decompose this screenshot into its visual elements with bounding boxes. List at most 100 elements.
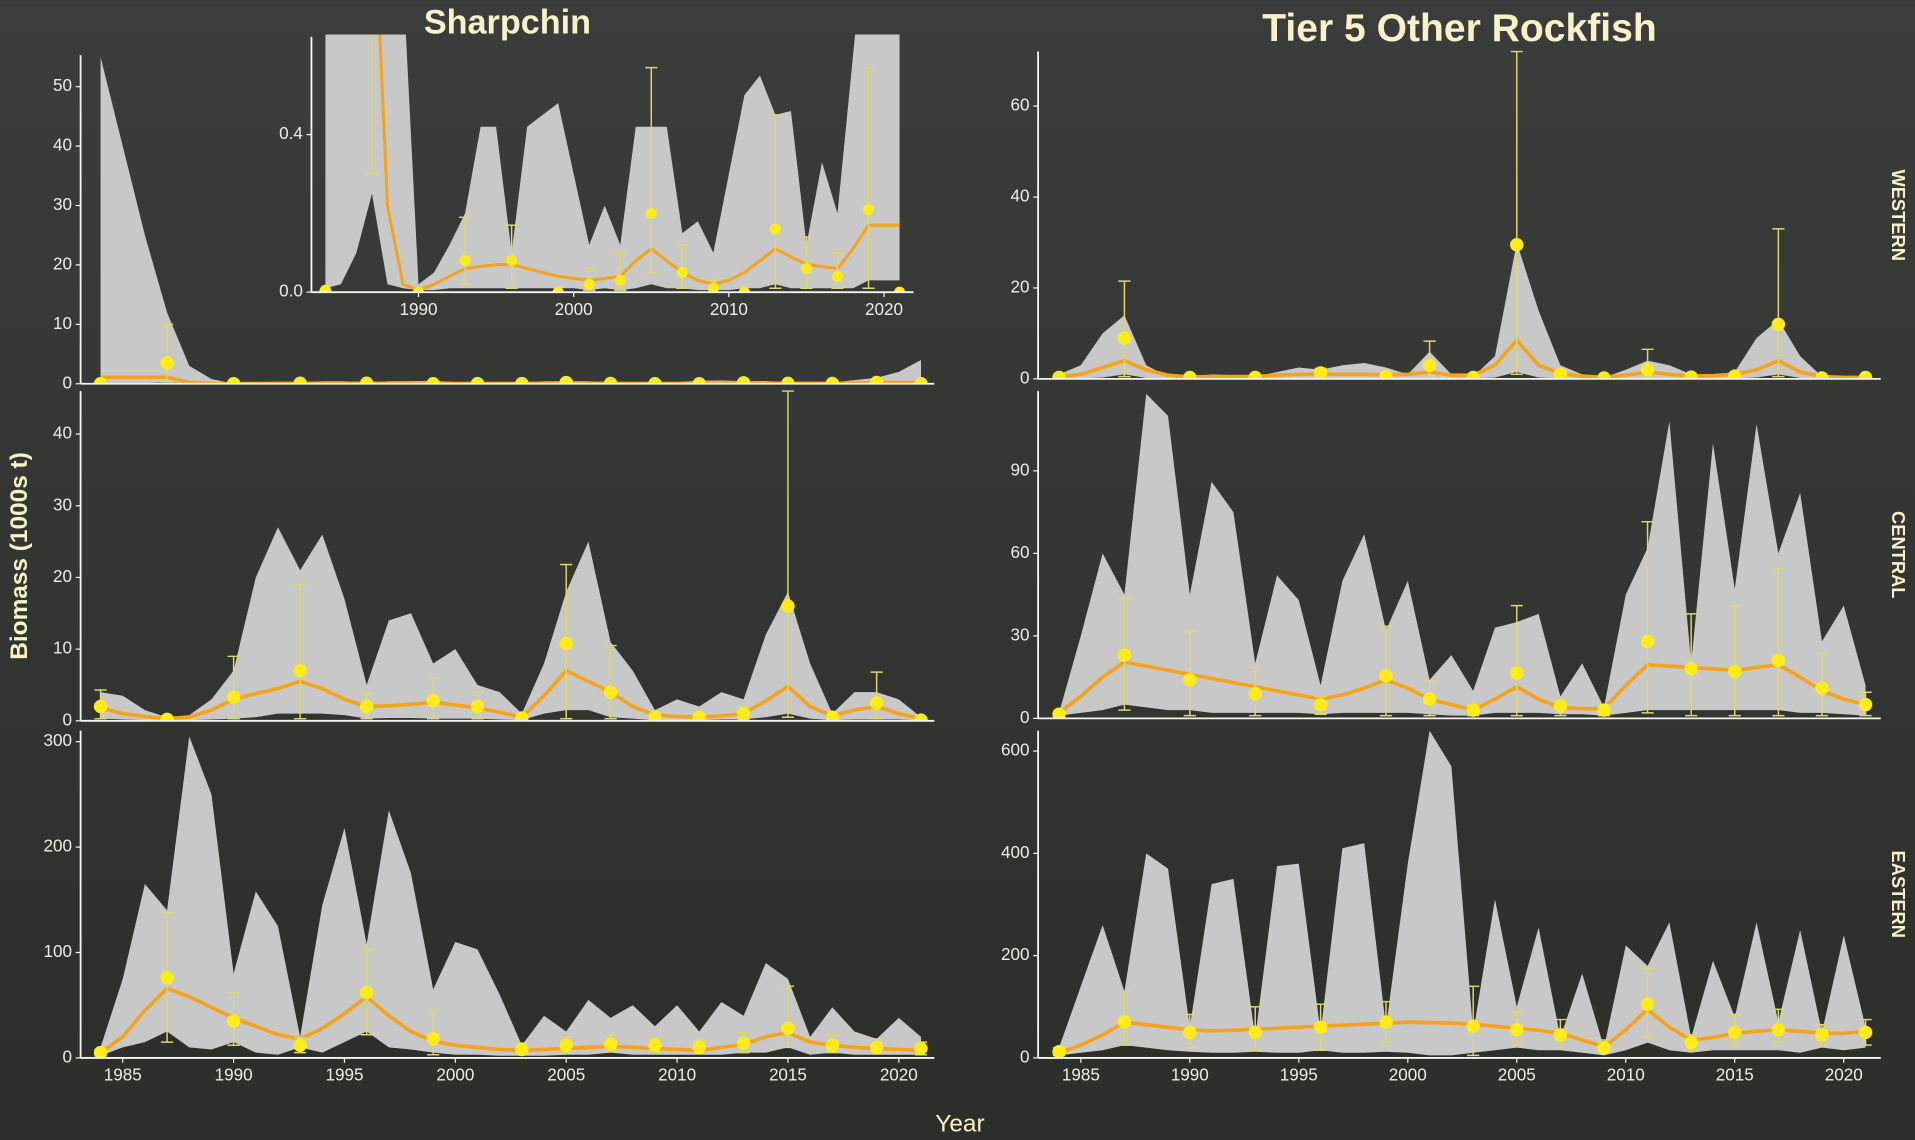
x-tick-label: 1990 [1171,1066,1209,1085]
survey-point [1771,317,1786,332]
survey-point [1313,366,1328,379]
survey-point [831,270,843,282]
survey-point [559,636,573,651]
survey-point [1858,697,1873,712]
y-tick-label: 30 [53,195,72,214]
x-tick-label: 2010 [710,300,748,319]
survey-point [1052,1045,1066,1058]
y-tick-label: 600 [1001,741,1029,760]
survey-point [93,1045,108,1058]
survey-point [648,710,662,721]
y-tick-label: 20 [53,254,72,273]
survey-point [1117,1015,1132,1029]
y-tick-label: 10 [53,314,72,333]
x-tick-label: 1985 [104,1066,142,1085]
survey-point [914,377,928,384]
x-tick-label: 2005 [1498,1066,1536,1085]
survey-point [1248,370,1262,379]
y-tick-label: 30 [53,495,72,514]
survey-point [1640,997,1655,1011]
survey-point [1248,686,1262,701]
survey-point [1771,653,1786,668]
survey-point [1553,1028,1568,1042]
survey-point [293,1038,307,1052]
y-tick-label: 20 [53,567,72,586]
survey-point [413,286,425,293]
survey-point [1771,1023,1786,1037]
survey-point [359,985,374,1000]
survey-point [914,713,928,721]
survey-point [319,284,331,293]
survey-point [1183,1025,1197,1040]
survey-point [1815,1028,1829,1042]
survey-point [1597,1040,1611,1055]
x-tick-label: 1985 [1062,1066,1100,1085]
survey-point [160,712,174,721]
y-tick-label: 0 [1020,368,1029,387]
survey-point [736,706,751,721]
survey-point [645,207,657,219]
x-axis-title: Year [935,1111,984,1138]
plot-area [319,34,906,293]
y-tick-label: 40 [1011,187,1030,206]
survey-point [692,377,706,384]
survey-point [470,376,485,384]
survey-point [1684,370,1698,379]
survey-point [426,1032,440,1046]
confidence-band [1059,730,1866,1056]
plot-area [93,390,928,721]
y-tick-label: 20 [1011,277,1030,296]
x-tick-label: 2005 [547,1066,585,1085]
survey-point [1510,238,1524,252]
plot-area [93,736,928,1058]
x-tick-label: 2020 [880,1066,918,1085]
survey-point [515,1042,529,1057]
survey-point [1379,369,1393,379]
survey-point [160,356,174,370]
x-tick-label: 2000 [555,300,593,319]
survey-point [781,1021,795,1036]
survey-point [1052,370,1066,379]
survey-point [559,1038,573,1052]
confidence-band [100,57,921,384]
survey-point [1597,703,1611,717]
survey-point [692,1040,706,1055]
y-tick-label: 60 [1011,96,1030,115]
survey-point [1684,662,1698,676]
survey-point [1728,664,1742,679]
survey-point [1248,1025,1262,1040]
y-tick-label: 200 [1001,945,1029,964]
survey-point [769,223,781,235]
confidence-band [1059,393,1866,716]
survey-point [1684,1035,1698,1050]
y-tick-label: 0 [63,710,73,729]
y-tick-label: 0.0 [279,282,303,301]
survey-point [869,696,884,710]
x-tick-label: 1995 [1280,1066,1318,1085]
survey-point [1640,363,1655,377]
x-tick-label: 2015 [769,1066,807,1085]
survey-point [470,699,485,714]
y-tick-label: 400 [1001,843,1029,862]
survey-point [1728,369,1742,379]
y-tick-label: 0 [63,373,73,392]
y-tick-label: 50 [53,76,72,95]
survey-point [603,685,618,699]
survey-point [603,376,618,384]
survey-point [736,376,751,384]
y-tick-label: 200 [44,837,73,856]
survey-point [359,376,374,384]
y-tick-label: 100 [44,942,73,961]
survey-point [559,375,573,384]
survey-point [515,376,529,384]
survey-point [426,377,440,384]
survey-point [1510,1023,1524,1037]
survey-point [293,376,307,384]
survey-point [869,375,884,384]
survey-point [825,376,840,384]
y-axis-title: Biomass (1000s t) [6,452,33,660]
survey-point [1313,697,1328,712]
survey-point [1553,367,1568,379]
x-tick-label: 2020 [865,300,903,319]
survey-point [1728,1025,1742,1040]
